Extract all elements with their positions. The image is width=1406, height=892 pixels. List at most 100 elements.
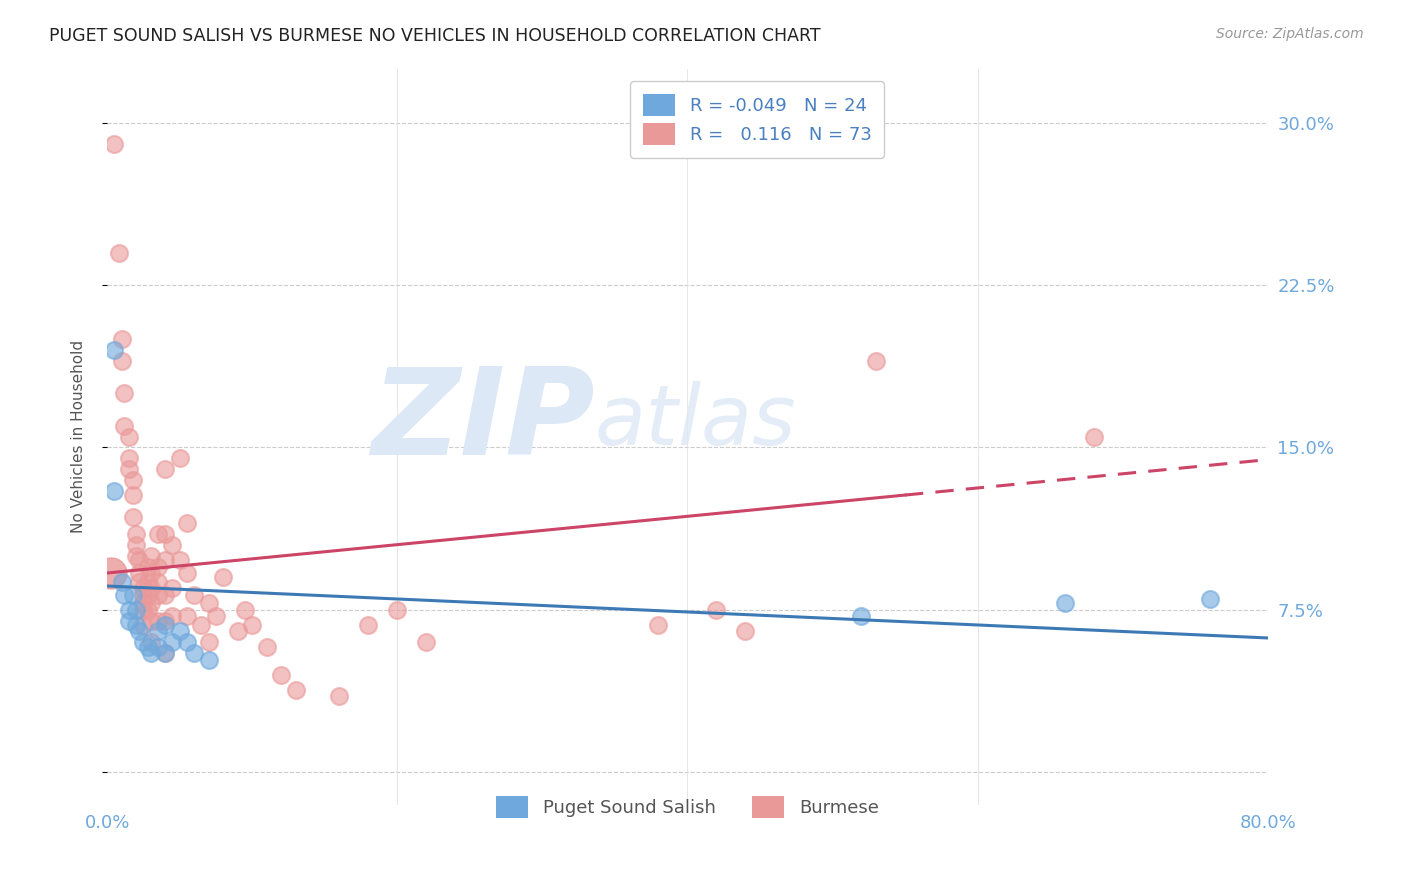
- Point: [162, 635, 184, 649]
- Point: [132, 588, 155, 602]
- Point: [176, 609, 198, 624]
- Point: [110, 332, 132, 346]
- Point: [176, 566, 198, 580]
- Point: [132, 603, 155, 617]
- Point: [139, 549, 162, 563]
- Point: [122, 588, 145, 602]
- Point: [139, 614, 162, 628]
- Text: Source: ZipAtlas.com: Source: ZipAtlas.com: [1216, 27, 1364, 41]
- Point: [284, 682, 307, 697]
- Point: [125, 603, 148, 617]
- Point: [183, 588, 205, 602]
- Point: [118, 603, 141, 617]
- Text: atlas: atlas: [595, 382, 796, 462]
- Point: [387, 603, 409, 617]
- Point: [233, 603, 256, 617]
- Point: [328, 690, 350, 704]
- Point: [139, 581, 162, 595]
- Point: [153, 462, 176, 476]
- Point: [125, 618, 148, 632]
- Point: [128, 624, 150, 639]
- Point: [139, 596, 162, 610]
- Point: [146, 640, 169, 654]
- Point: [132, 635, 155, 649]
- Point: [114, 386, 136, 401]
- Point: [851, 609, 873, 624]
- Point: [128, 553, 150, 567]
- Point: [647, 618, 669, 632]
- Point: [118, 462, 141, 476]
- Point: [162, 609, 184, 624]
- Point: [176, 516, 198, 531]
- Point: [103, 483, 125, 498]
- Point: [1083, 429, 1105, 443]
- Point: [118, 614, 141, 628]
- Point: [114, 588, 136, 602]
- Point: [122, 488, 145, 502]
- Point: [122, 509, 145, 524]
- Point: [169, 553, 191, 567]
- Point: [169, 624, 191, 639]
- Point: [100, 566, 122, 580]
- Point: [132, 618, 155, 632]
- Point: [107, 245, 129, 260]
- Point: [128, 574, 150, 589]
- Point: [190, 618, 212, 632]
- Point: [162, 538, 184, 552]
- Point: [146, 574, 169, 589]
- Point: [110, 574, 132, 589]
- Point: [122, 473, 145, 487]
- Point: [132, 581, 155, 595]
- Point: [132, 596, 155, 610]
- Point: [153, 646, 176, 660]
- Point: [125, 538, 148, 552]
- Point: [146, 614, 169, 628]
- Point: [136, 603, 159, 617]
- Point: [136, 574, 159, 589]
- Point: [706, 603, 728, 617]
- Point: [1053, 596, 1076, 610]
- Point: [162, 581, 184, 595]
- Text: ZIP: ZIP: [371, 363, 595, 481]
- Point: [169, 451, 191, 466]
- Point: [128, 566, 150, 580]
- Point: [139, 635, 162, 649]
- Point: [114, 418, 136, 433]
- Point: [197, 596, 219, 610]
- Point: [270, 667, 292, 681]
- Point: [125, 549, 148, 563]
- Point: [357, 618, 380, 632]
- Point: [153, 646, 176, 660]
- Point: [176, 635, 198, 649]
- Point: [153, 588, 176, 602]
- Point: [103, 137, 125, 152]
- Point: [153, 614, 176, 628]
- Point: [197, 635, 219, 649]
- Point: [146, 527, 169, 541]
- Point: [212, 570, 235, 584]
- Point: [153, 553, 176, 567]
- Point: [136, 588, 159, 602]
- Point: [240, 618, 263, 632]
- Point: [205, 609, 228, 624]
- Point: [110, 354, 132, 368]
- Point: [118, 429, 141, 443]
- Point: [139, 566, 162, 580]
- Point: [136, 559, 159, 574]
- Point: [865, 354, 887, 368]
- Point: [153, 527, 176, 541]
- Point: [415, 635, 437, 649]
- Point: [146, 588, 169, 602]
- Point: [118, 451, 141, 466]
- Point: [146, 559, 169, 574]
- Text: PUGET SOUND SALISH VS BURMESE NO VEHICLES IN HOUSEHOLD CORRELATION CHART: PUGET SOUND SALISH VS BURMESE NO VEHICLE…: [49, 27, 821, 45]
- Point: [103, 343, 125, 357]
- Point: [734, 624, 756, 639]
- Point: [139, 646, 162, 660]
- Legend: Puget Sound Salish, Burmese: Puget Sound Salish, Burmese: [481, 781, 893, 832]
- Point: [256, 640, 278, 654]
- Point: [1198, 592, 1220, 607]
- Point: [197, 652, 219, 666]
- Point: [146, 624, 169, 639]
- Y-axis label: No Vehicles in Household: No Vehicles in Household: [72, 340, 86, 533]
